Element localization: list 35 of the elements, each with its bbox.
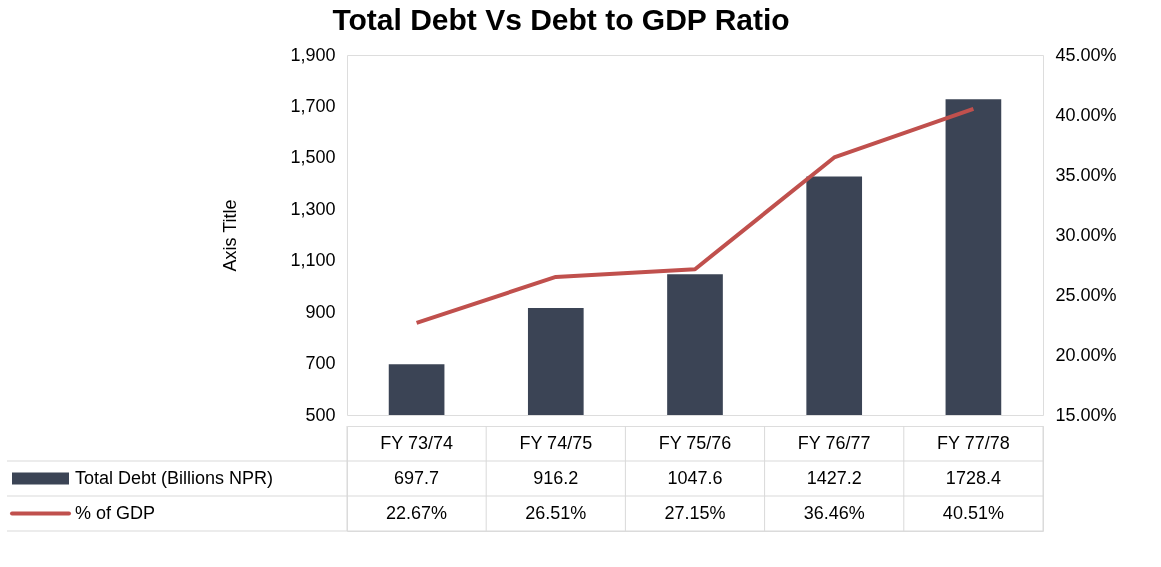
y2-tick-label: 40.00% — [1055, 104, 1117, 125]
y2-tick-label: 20.00% — [1055, 344, 1117, 365]
x-tick-label: FY 73/74 — [380, 432, 453, 453]
y-tick-label: 900 — [305, 301, 336, 322]
data-label: 36.46% — [803, 502, 865, 523]
y-tick-label: 700 — [305, 353, 336, 374]
data-label: 697.7 — [394, 467, 440, 488]
y2-tick-label: 30.00% — [1055, 224, 1117, 245]
y2-tick-label: 25.00% — [1055, 284, 1117, 305]
y2-tick-label: 35.00% — [1055, 164, 1117, 185]
y-axis-title: Axis Title — [220, 199, 241, 272]
y-tick-label: 1,100 — [290, 250, 336, 271]
data-label: 26.51% — [525, 502, 587, 523]
legend-label: % of GDP — [75, 502, 156, 523]
y-tick-label: 500 — [305, 404, 336, 425]
data-label: 1427.2 — [806, 467, 862, 488]
y-tick-label: 1,500 — [290, 147, 336, 168]
data-label: 22.67% — [386, 502, 448, 523]
y-tick-label: 1,300 — [290, 198, 336, 219]
x-tick-label: FY 76/77 — [797, 432, 871, 453]
y-tick-label: 1,900 — [290, 44, 336, 65]
data-label: 1047.6 — [667, 467, 723, 488]
legend-label: Total Debt (Billions NPR) — [75, 467, 274, 488]
data-label: 27.15% — [664, 502, 726, 523]
data-label: 1728.4 — [945, 467, 1001, 488]
line-series — [414, 106, 976, 325]
y2-tick-label: 45.00% — [1055, 44, 1117, 65]
data-label: 40.51% — [942, 502, 1004, 523]
data-label: 916.2 — [533, 467, 579, 488]
y2-tick-label: 15.00% — [1055, 404, 1117, 425]
x-tick-label: FY 75/76 — [658, 432, 732, 453]
chart-title: Total Debt Vs Debt to GDP Ratio — [332, 2, 790, 36]
x-tick-label: FY 74/75 — [519, 432, 593, 453]
y-tick-label: 1,700 — [290, 95, 336, 116]
x-tick-label: FY 77/78 — [937, 432, 1010, 453]
